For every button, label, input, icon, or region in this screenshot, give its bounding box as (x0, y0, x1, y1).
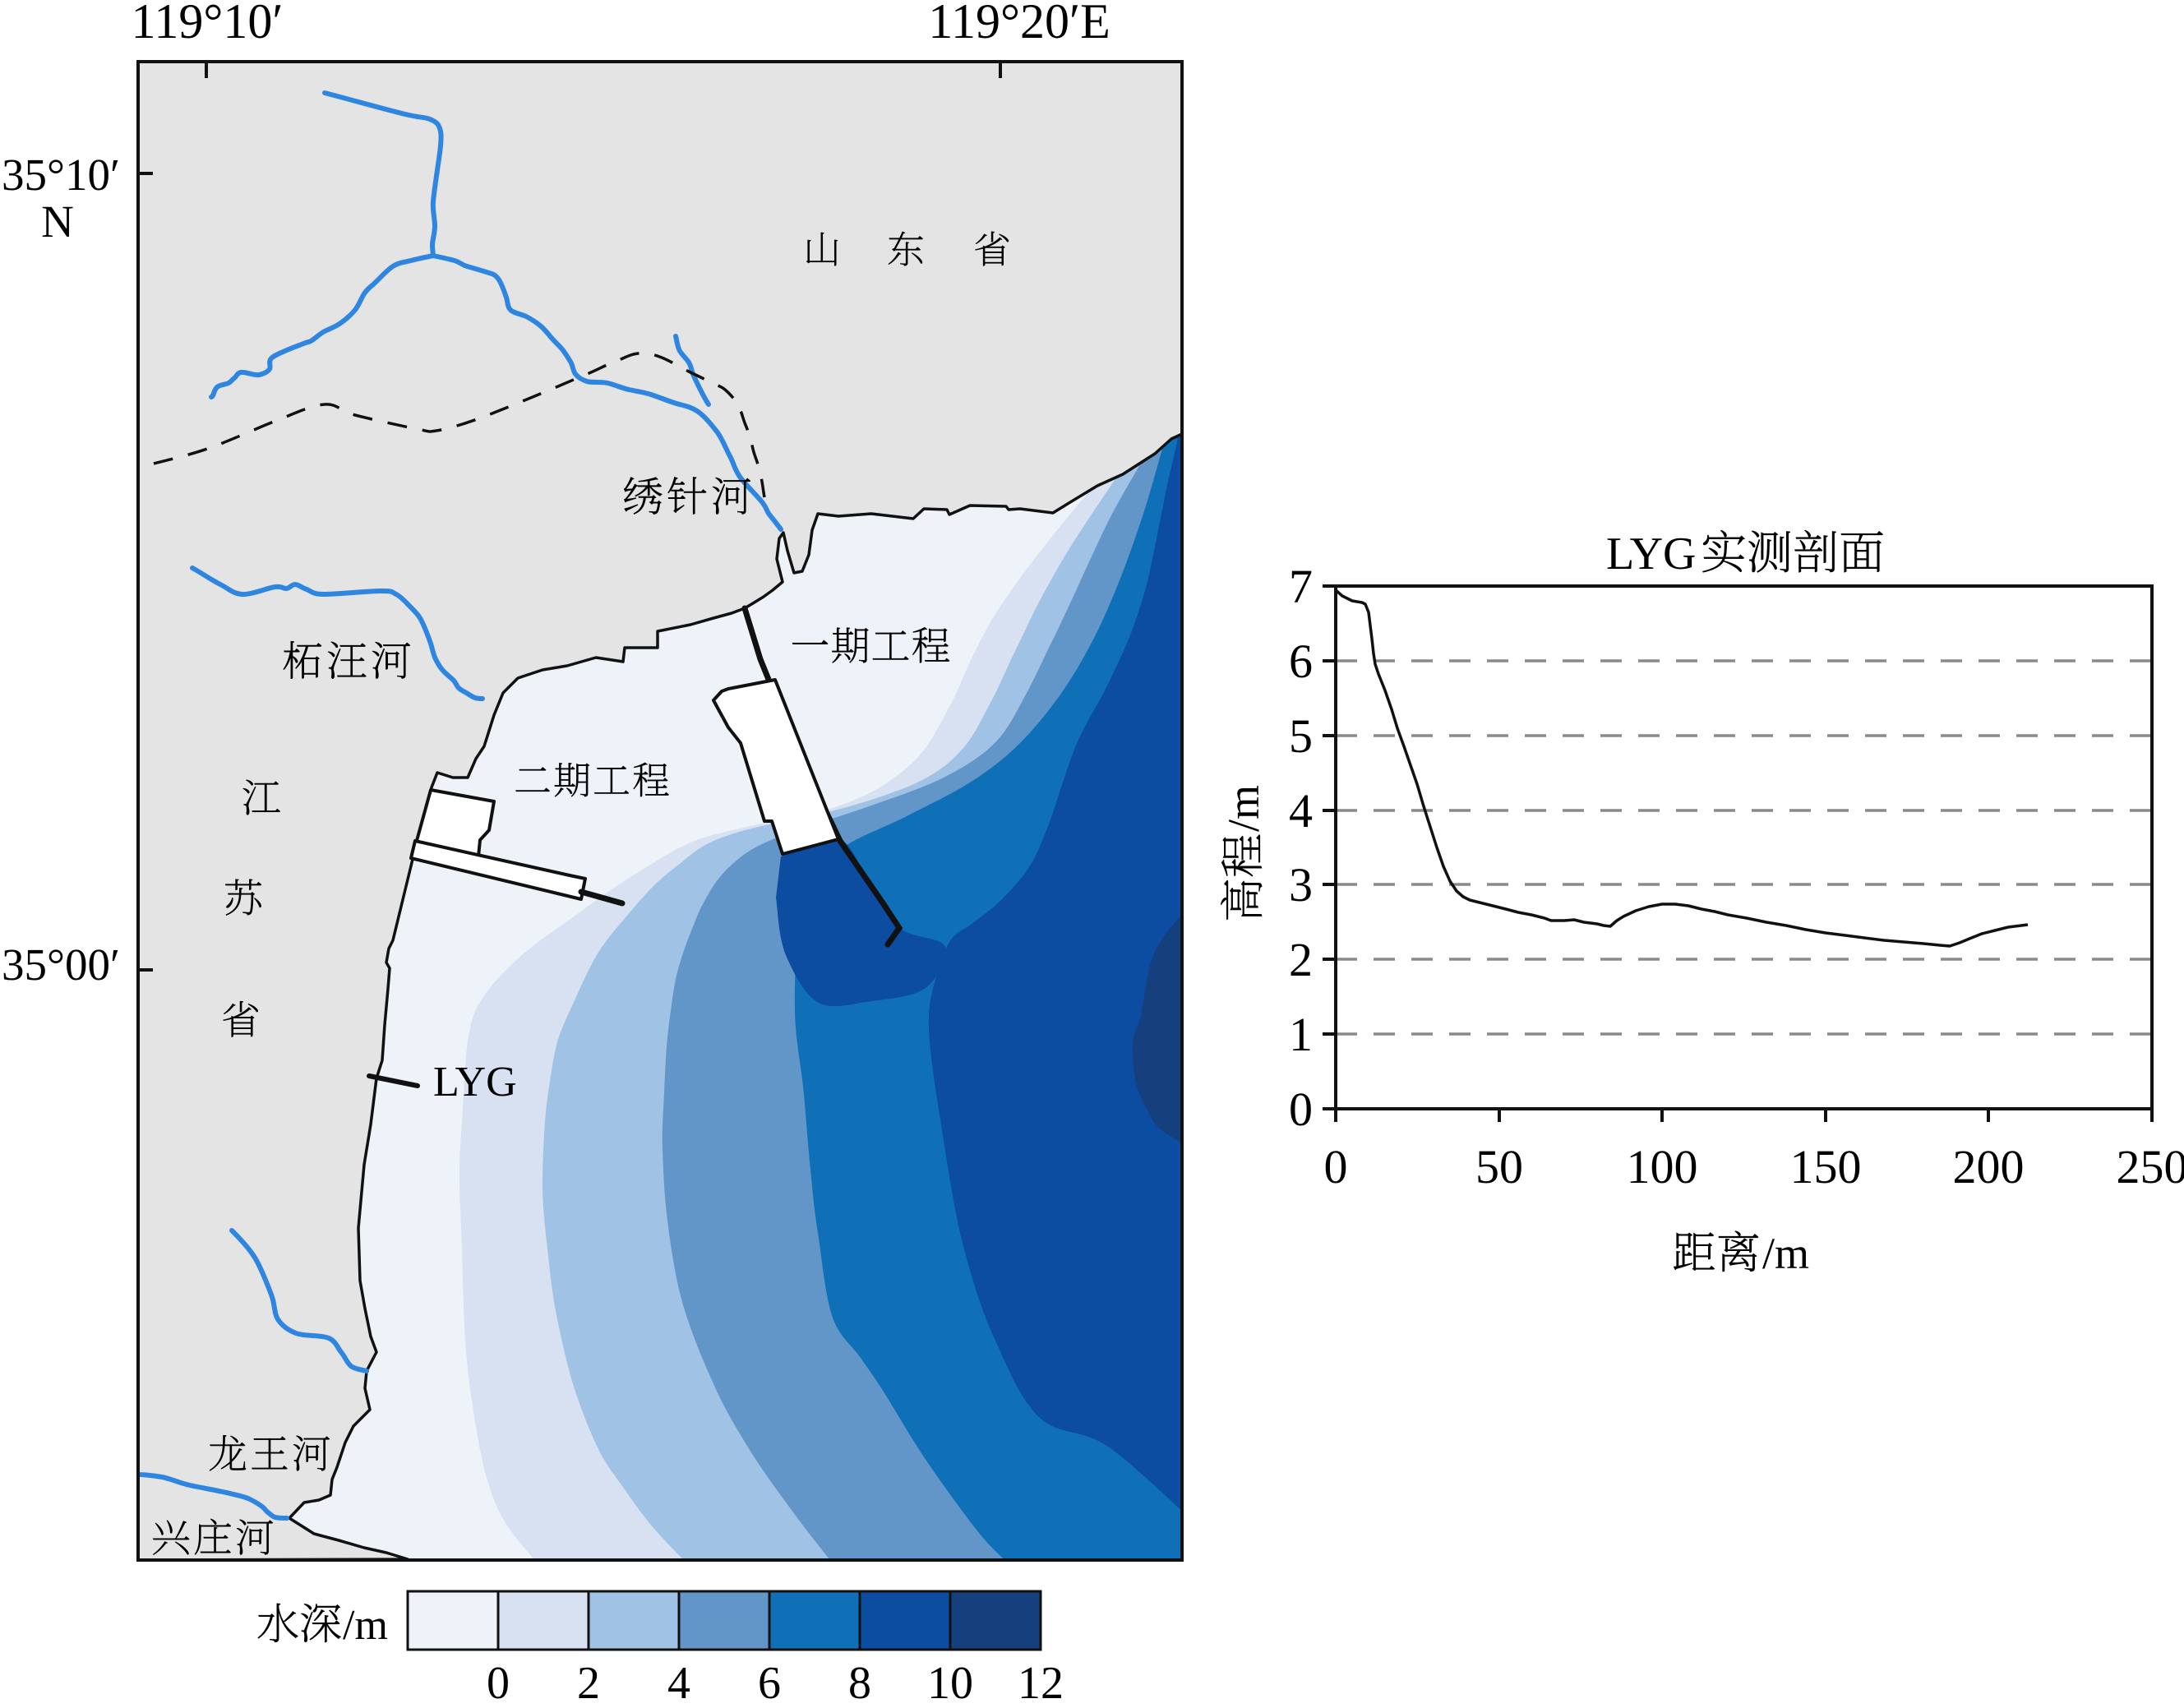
svg-text:0: 0 (487, 1658, 510, 1708)
svg-text:7: 7 (1289, 560, 1313, 613)
svg-text:8: 8 (848, 1658, 871, 1708)
svg-text:1: 1 (1289, 1008, 1313, 1061)
svg-text:200: 200 (1953, 1140, 2025, 1193)
svg-text:2: 2 (1289, 933, 1313, 986)
svg-text:N: N (41, 196, 74, 247)
svg-text:4: 4 (667, 1658, 690, 1708)
svg-text:3: 3 (1289, 858, 1313, 912)
svg-text:12: 12 (1018, 1658, 1064, 1708)
svg-text:150: 150 (1790, 1140, 1862, 1193)
svg-text:LYG: LYG (1606, 529, 1696, 579)
svg-text:4: 4 (1289, 784, 1313, 838)
svg-text:6: 6 (1289, 635, 1313, 688)
svg-text:50: 50 (1475, 1140, 1523, 1193)
svg-text:35°00′: 35°00′ (2, 939, 120, 990)
svg-text:0: 0 (1324, 1140, 1348, 1193)
svg-text:2: 2 (577, 1658, 600, 1708)
svg-text:/m: /m (1762, 1229, 1809, 1278)
svg-text:119°10′: 119°10′ (132, 0, 284, 48)
svg-text:35°10′: 35°10′ (2, 150, 120, 200)
svg-text:0: 0 (1289, 1083, 1313, 1136)
svg-text:100: 100 (1627, 1140, 1698, 1193)
svg-text:LYG: LYG (433, 1059, 517, 1106)
svg-text:10: 10 (927, 1658, 973, 1708)
svg-text:/m: /m (343, 1602, 388, 1649)
svg-text:5: 5 (1289, 709, 1313, 763)
svg-text:/m: /m (1219, 785, 1268, 832)
svg-text:6: 6 (758, 1658, 781, 1708)
svg-text:119°20′E: 119°20′E (928, 0, 1110, 48)
svg-text:250: 250 (2117, 1140, 2184, 1193)
